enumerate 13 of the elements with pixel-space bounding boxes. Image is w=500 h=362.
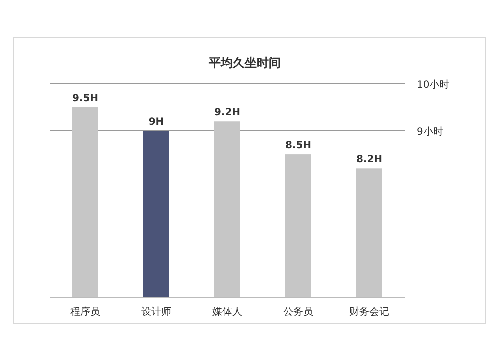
data-label: 9H	[148, 117, 164, 128]
x-tick-label: 设计师	[142, 306, 172, 318]
x-tick-label: 程序员	[70, 306, 100, 318]
data-label: 8.5H	[285, 140, 312, 152]
data-label: 8.2H	[356, 154, 383, 166]
x-tick-label: 公务员	[284, 306, 314, 318]
ref-line-label: 9小时	[417, 126, 444, 138]
chart-title: 平均久坐时间	[208, 56, 281, 70]
data-label: 9.5H	[72, 94, 99, 105]
x-tick-label: 媒体人	[212, 306, 242, 318]
data-label: 9.2H	[214, 108, 241, 119]
ref-line-label: 10小时	[417, 79, 450, 91]
x-tick-label: 财务会记	[350, 306, 390, 318]
